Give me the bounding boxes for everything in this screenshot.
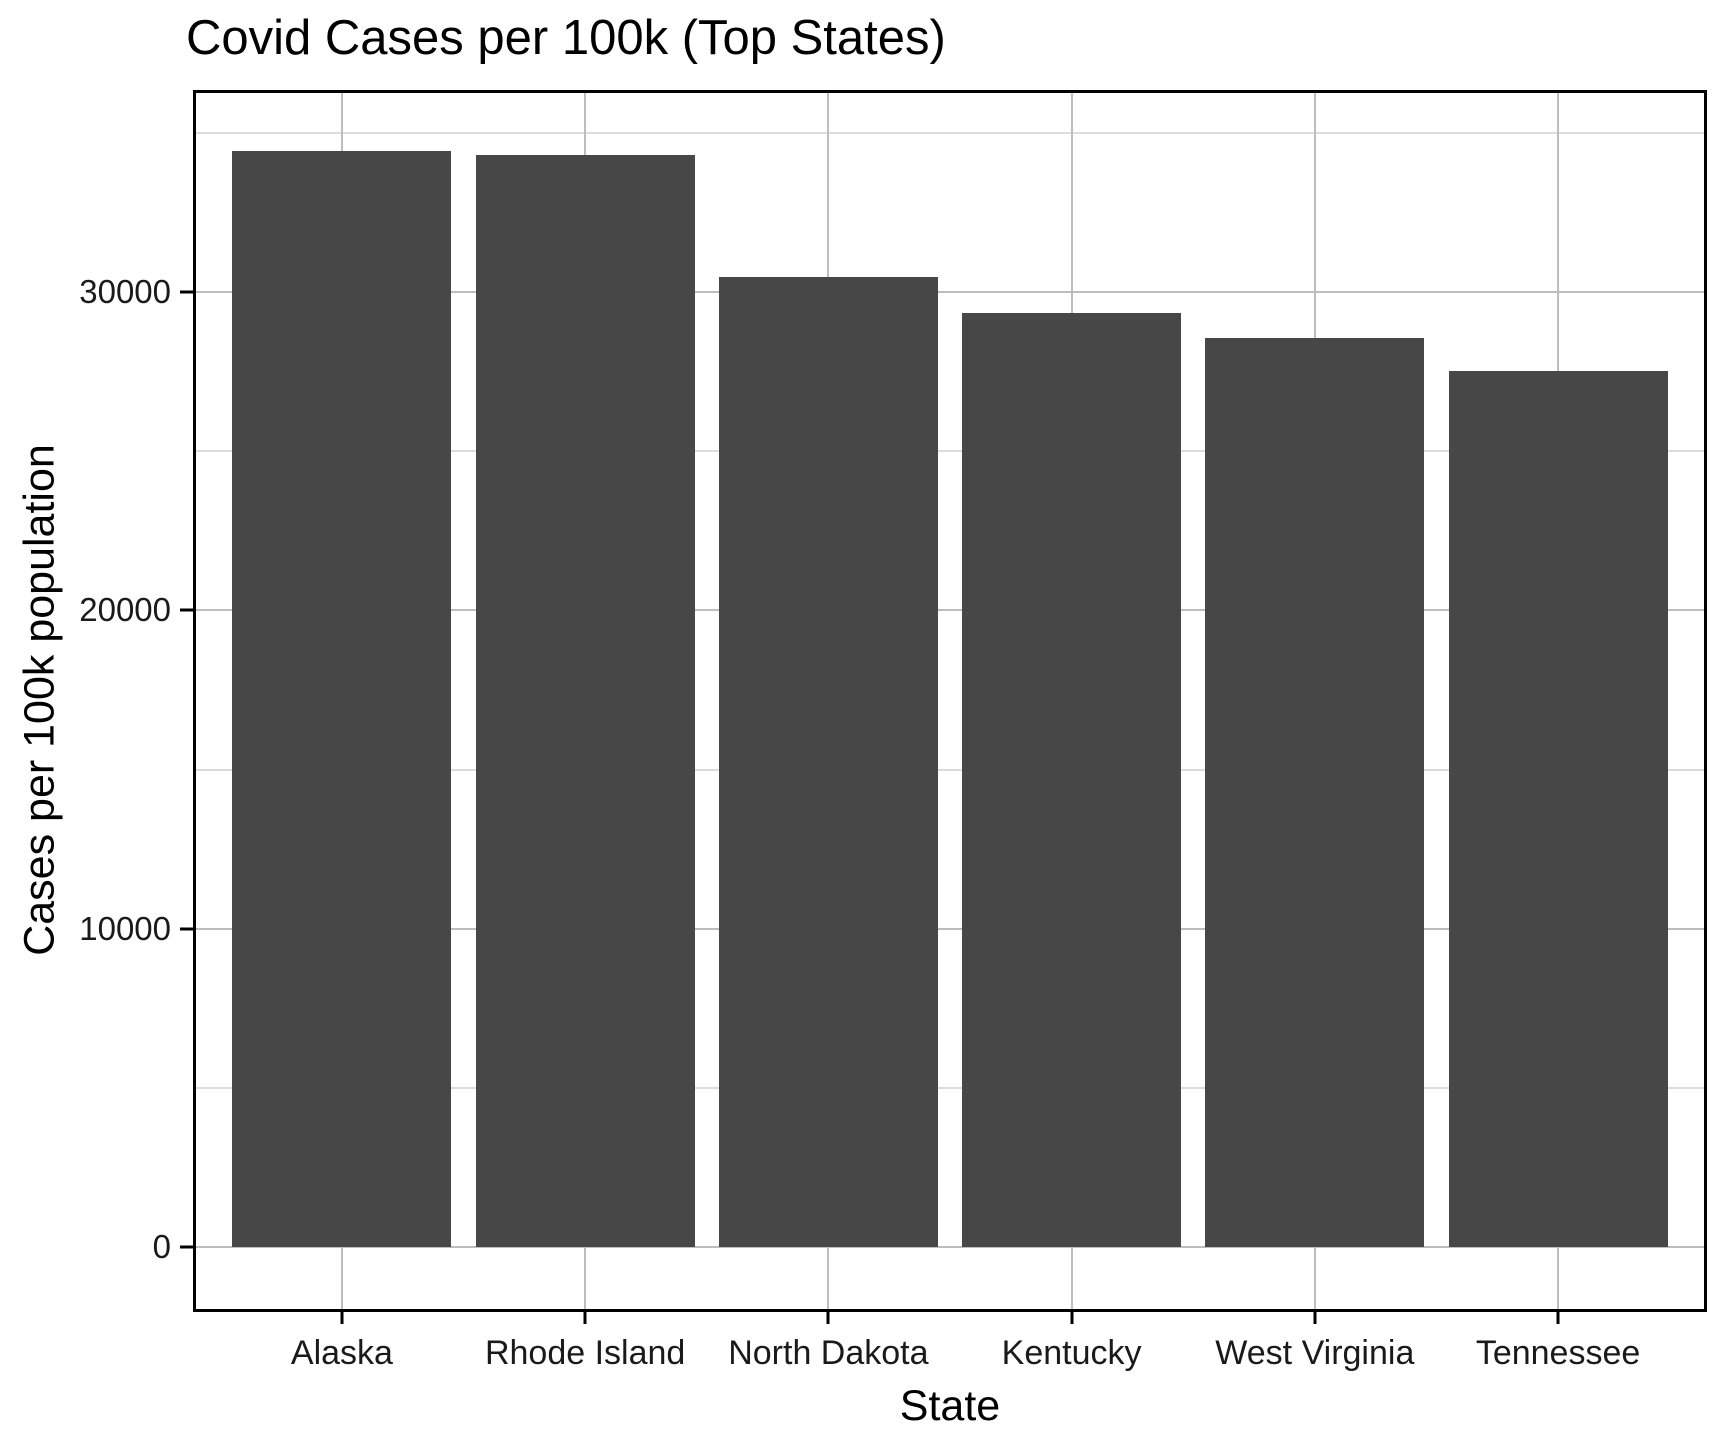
y-axis-title: Cases per 100k population [15, 444, 64, 956]
major-gridline [196, 291, 1704, 293]
bar-rhode-island [475, 154, 695, 1248]
y-tick-label: 20000 [79, 591, 171, 629]
minor-gridline [196, 1087, 1704, 1090]
y-tick-mark [180, 608, 193, 612]
x-tick-label: Kentucky [1001, 1334, 1142, 1372]
plot-panel [193, 90, 1707, 1312]
y-tick-label: 0 [152, 1228, 171, 1266]
x-tick-mark [340, 1312, 344, 1324]
x-tick-label: Alaska [290, 1334, 393, 1372]
x-tick-label: North Dakota [728, 1334, 929, 1372]
minor-gridline [196, 450, 1704, 453]
x-tick-mark [583, 1312, 587, 1324]
x-tick-mark [1070, 1312, 1074, 1324]
x-tick-label: West Virginia [1215, 1334, 1415, 1372]
bar-tennessee [1448, 370, 1668, 1248]
y-tick-mark [180, 927, 193, 931]
x-tick-label: Tennessee [1475, 1334, 1641, 1372]
x-axis-title: State [899, 1382, 1001, 1430]
x-tick-mark [1556, 1312, 1560, 1324]
bar-kentucky [962, 313, 1182, 1248]
y-tick-label: 30000 [79, 273, 171, 310]
chart-title: Covid Cases per 100k (Top States) [186, 11, 946, 65]
bar-north-dakota [718, 277, 938, 1248]
major-gridline [196, 1246, 1704, 1249]
x-tick-label: Rhode Island [484, 1334, 686, 1372]
major-gridline [196, 927, 1704, 930]
y-tick-label: 10000 [79, 909, 171, 947]
minor-gridline [196, 131, 1704, 134]
x-tick-mark [826, 1312, 830, 1324]
bar-alaska [232, 150, 452, 1248]
y-tick-mark [180, 1245, 193, 1249]
major-gridline [196, 609, 1704, 612]
y-tick-mark [180, 290, 193, 294]
minor-gridline [196, 768, 1704, 771]
bar-west-virginia [1205, 337, 1425, 1248]
x-tick-mark [1313, 1312, 1317, 1324]
